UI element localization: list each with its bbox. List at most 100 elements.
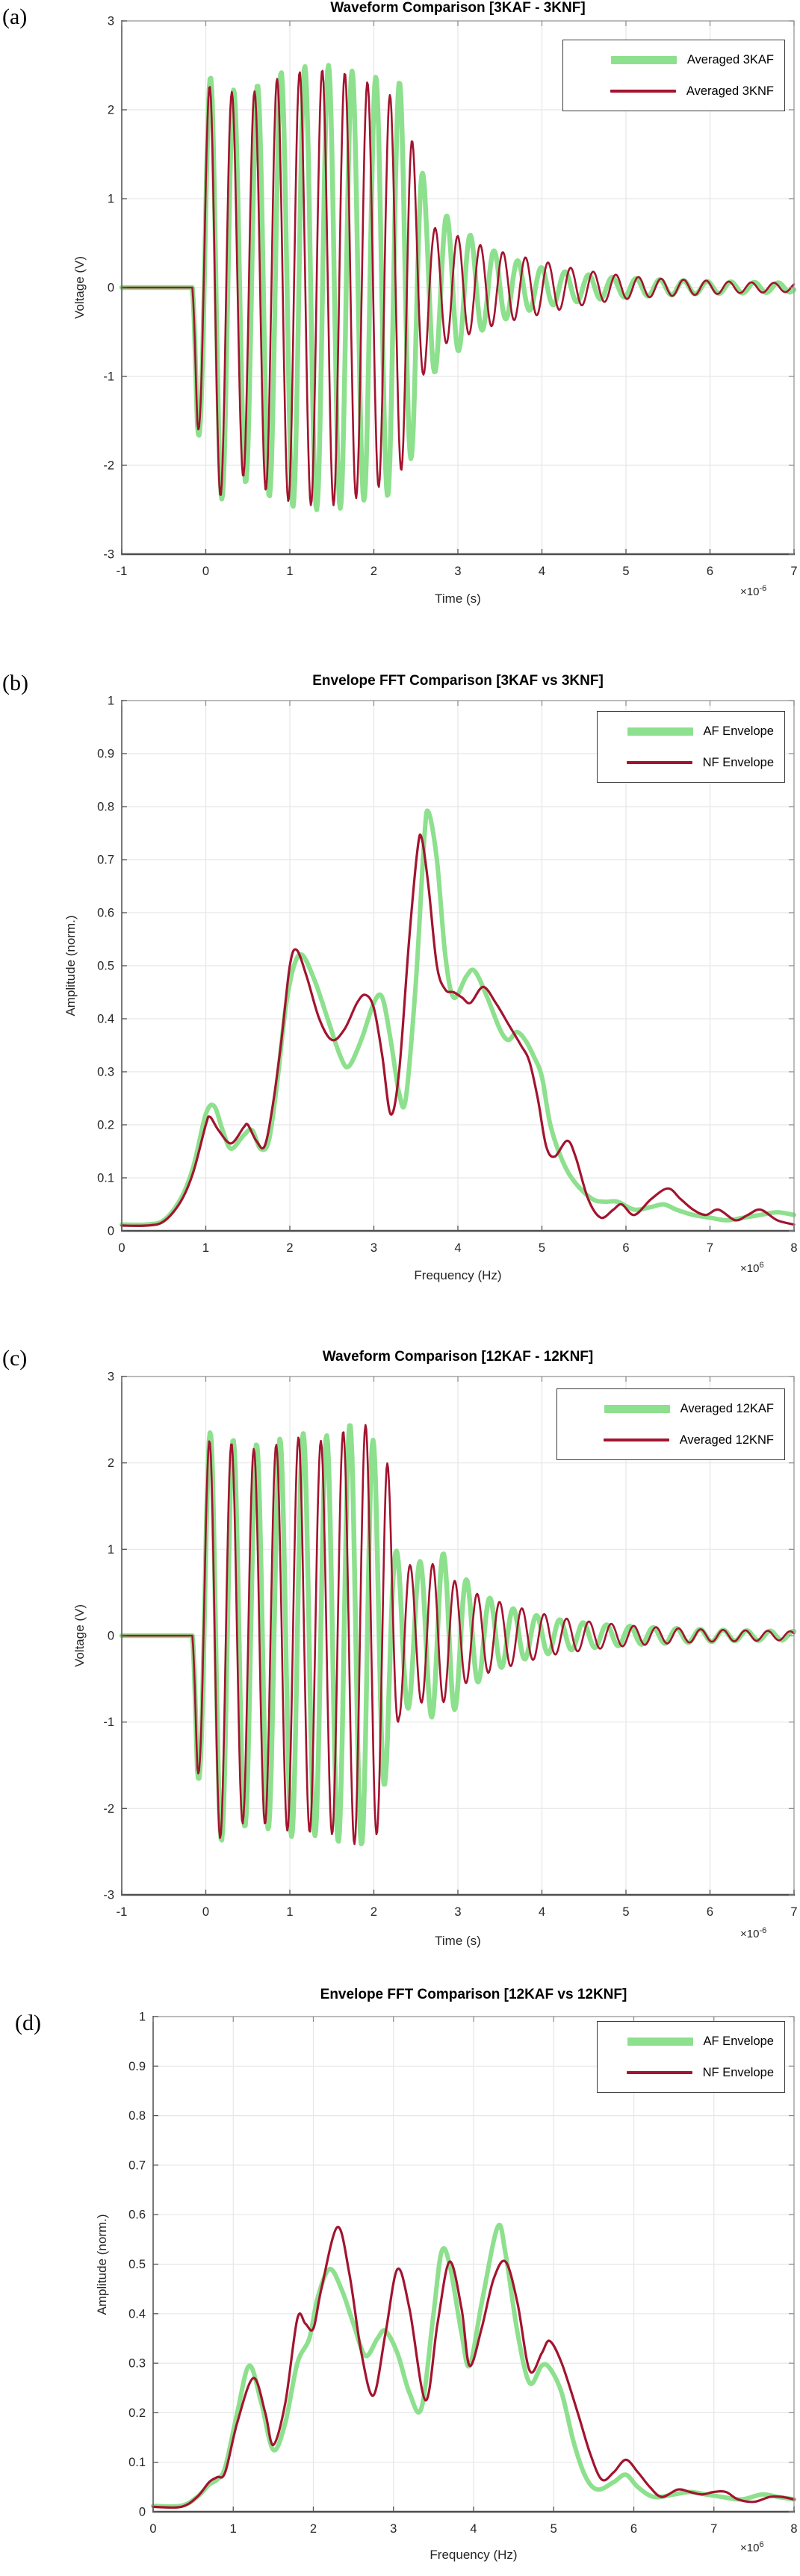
legend-item: Averaged 12KNF	[557, 1424, 784, 1456]
y-tick-label: -3	[103, 548, 114, 562]
y-tick-label: 0.4	[128, 2307, 146, 2321]
y-tick-label: 0.3	[128, 2357, 146, 2371]
y-tick-label: 0.1	[97, 1172, 114, 1185]
x-tick-label: -1	[117, 1905, 128, 1919]
plot-area-d: 0 1 2 3 4 5 6 7 8 0 0.1 0.2 0.3 0.4 0.5 0.6 0.7 0.8 0.9 1	[128, 2011, 798, 2536]
x-tick-label: 6	[622, 1241, 629, 1255]
y-tick-label: -2	[103, 459, 114, 473]
x-tick-label: 1	[230, 2522, 237, 2536]
y-tick-label: 0.2	[128, 2406, 146, 2420]
x-tick-label: 1	[286, 1905, 293, 1919]
x-tick-label: 7	[707, 1241, 713, 1255]
x-axis-label-a: Time (s)	[435, 592, 481, 606]
x-axis-exponent-a: ×10-6	[740, 584, 767, 598]
x-tick-label: 1	[202, 1241, 209, 1255]
y-tick-label: 0.3	[97, 1066, 114, 1079]
x-axis-label-b: Frequency (Hz)	[414, 1268, 502, 1282]
legend-item: NF Envelope	[598, 2057, 784, 2088]
series-averaged-12knf	[120, 1424, 796, 1846]
x-tick-label: 0	[118, 1241, 125, 1255]
x-tick-label: 5	[539, 1241, 545, 1255]
legend-swatch-red	[610, 90, 676, 93]
x-tick-label: -1	[117, 565, 128, 578]
y-tick-label: -1	[103, 1716, 114, 1729]
legend-item: NF Envelope	[598, 747, 784, 778]
y-tick-label: 3	[108, 1371, 114, 1384]
plot-area-a: -1 0 1 2 3 4 5 6 7 -3 -2 -1 0 1 2 3	[103, 15, 797, 579]
legend-swatch-red	[626, 761, 692, 764]
y-tick-label: 0.8	[97, 801, 114, 814]
plot-area-b: 0 1 2 3 4 5 6 7 8 0 0.1 0.2 0.3 0.4 0.5 0.6 0.7 0.8 0.9 1	[97, 695, 798, 1256]
x-tick-label: 6	[630, 2522, 637, 2536]
x-axis-exponent-d: ×106	[740, 2540, 764, 2554]
x-tick-label: 4	[539, 565, 545, 578]
x-tick-label: 0	[202, 1905, 209, 1919]
y-axis-label-a: Voltage (V)	[72, 255, 87, 320]
y-tick-label: 0.4	[97, 1013, 114, 1026]
legend-item: AF Envelope	[598, 716, 784, 747]
panel-letter-a: (a)	[2, 4, 28, 29]
plot-title-d: Envelope FFT Comparison [12KAF vs 12KNF]	[320, 1987, 627, 2002]
x-tick-label: 4	[539, 1905, 545, 1919]
y-axis-label-c: Voltage (V)	[72, 1604, 87, 1668]
y-tick-label: 0.7	[97, 854, 114, 867]
x-tick-label: 3	[454, 565, 461, 578]
x-tick-label: 5	[551, 2522, 557, 2536]
legend-c: Averaged 12KAF Averaged 12KNF	[556, 1388, 785, 1460]
plot-title-c: Waveform Comparison [12KAF - 12KNF]	[322, 1349, 594, 1365]
x-axis-exponent-b: ×106	[740, 1261, 764, 1275]
x-tick-label: 3	[454, 1905, 461, 1919]
x-tick-label: 7	[790, 1905, 797, 1919]
y-tick-label: 0	[139, 2506, 146, 2519]
x-tick-label: 5	[622, 1905, 629, 1919]
y-tick-label: 0.8	[128, 2109, 146, 2123]
y-axis-label-b: Amplitude (norm.)	[63, 915, 78, 1017]
y-tick-label: 1	[139, 2011, 146, 2024]
x-tick-label: 6	[707, 565, 713, 578]
legend-swatch-green	[627, 2037, 693, 2046]
x-tick-label: 0	[149, 2522, 156, 2536]
legend-swatch-green	[610, 55, 677, 64]
plot-area-c: -1 0 1 2 3 4 5 6 7 -3 -2 -1 0 1 2 3	[103, 1371, 797, 1919]
legend-swatch-red	[603, 1438, 669, 1441]
legend-swatch-red	[626, 2071, 692, 2074]
series-averaged-3knf	[120, 69, 796, 506]
x-axis-exponent-c: ×10-6	[740, 1926, 767, 1940]
y-tick-label: 0	[108, 282, 114, 295]
panel-d: (d) 0 1 2 3 4 5 6 7 8 0 0.1 0.2 0.3 0.4 0.5 0.6 0.7 0.8 0.…	[0, 1930, 800, 2576]
y-tick-label: 2	[108, 104, 114, 117]
legend-swatch-green	[604, 1404, 670, 1413]
x-tick-label: 2	[370, 565, 377, 578]
x-tick-label: 7	[710, 2522, 717, 2536]
y-tick-label: -3	[103, 1889, 114, 1902]
x-tick-label: 6	[707, 1905, 713, 1919]
panel-letter-d: (d)	[15, 2011, 41, 2035]
panel-b: (b) 0 1 2 3 4 5 6 7 8 0 0.1 0.2 0.3 0.4 0.5 0.6 0.7 0.8 0.…	[0, 644, 800, 1286]
legend-b: AF Envelope NF Envelope	[597, 711, 785, 783]
series-nf-envelope	[120, 833, 796, 1227]
series-averaged-12kaf	[119, 1423, 797, 1847]
plot-title-b: Envelope FFT Comparison [3KAF vs 3KNF]	[312, 673, 604, 689]
x-tick-label: 2	[370, 1905, 377, 1919]
x-tick-label: 5	[622, 565, 629, 578]
legend-swatch-green	[627, 727, 693, 736]
legend-a: Averaged 3KAF Averaged 3KNF	[562, 40, 785, 111]
y-tick-label: 0.5	[128, 2258, 146, 2271]
y-tick-label: 2	[108, 1456, 114, 1470]
legend-item: AF Envelope	[598, 2026, 784, 2057]
x-tick-label: 3	[390, 2522, 397, 2536]
y-tick-label: 1	[108, 695, 114, 708]
y-tick-label: -1	[103, 370, 114, 384]
panel-c: (c) -1 0 1 2 3 4 5 6 7 -3 -2 -1 0 1 2 3 Waveform Compar…	[0, 1286, 800, 1948]
x-tick-label: 4	[470, 2522, 477, 2536]
y-tick-label: 0.6	[128, 2209, 146, 2222]
y-tick-label: 1	[108, 1543, 114, 1557]
legend-d: AF Envelope NF Envelope	[597, 2021, 785, 2093]
plot-title-a: Waveform Comparison [3KAF - 3KNF]	[330, 0, 586, 16]
series-nf-envelope	[152, 2226, 796, 2509]
legend-item: Averaged 12KAF	[557, 1393, 784, 1424]
y-tick-label: 0	[108, 1630, 114, 1643]
y-tick-label: -2	[103, 1802, 114, 1816]
x-tick-label: 0	[202, 565, 209, 578]
